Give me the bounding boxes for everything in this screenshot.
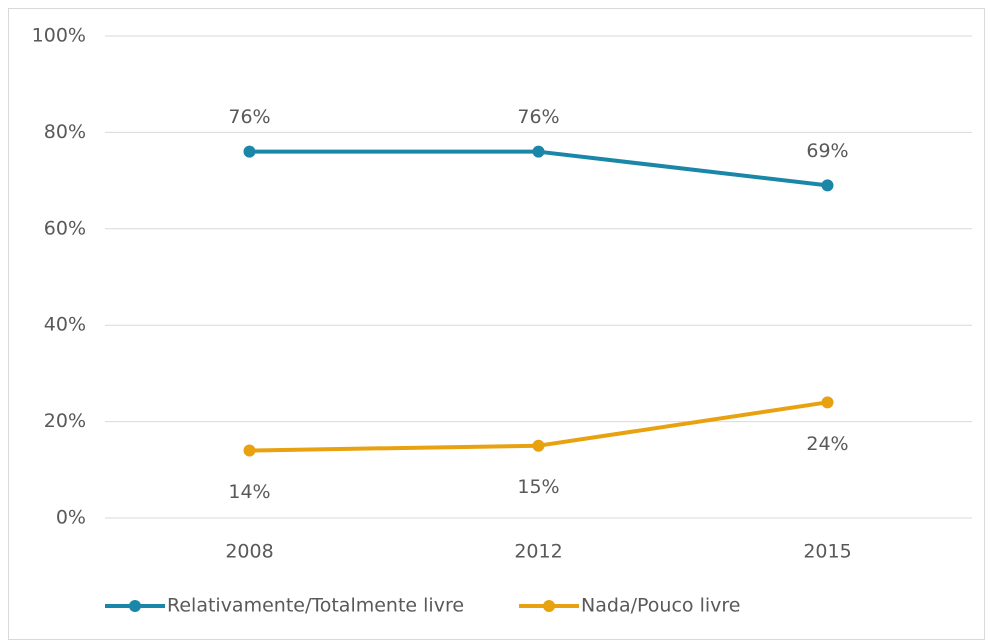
y-tick-label: 20%	[44, 410, 86, 432]
data-point	[243, 145, 256, 158]
data-point	[821, 396, 834, 409]
data-label: 76%	[228, 106, 270, 128]
y-tick-label: 60%	[44, 217, 86, 239]
data-label: 69%	[806, 140, 848, 162]
chart-frame	[8, 8, 985, 640]
data-label: 15%	[517, 476, 559, 498]
legend-label: Nada/Pouco livre	[581, 595, 740, 617]
y-tick-label: 100%	[32, 25, 86, 47]
legend-label: Relativamente/Totalmente livre	[167, 595, 464, 617]
data-point	[532, 145, 545, 158]
data-point	[821, 179, 834, 192]
legend-marker	[543, 600, 556, 612]
y-tick-label: 80%	[44, 121, 86, 143]
data-point	[243, 444, 256, 457]
y-tick-label: 0%	[56, 507, 86, 529]
data-label: 24%	[806, 433, 848, 455]
data-label: 14%	[228, 481, 270, 503]
data-point	[532, 439, 545, 452]
x-tick-label: 2012	[514, 541, 562, 563]
data-label: 76%	[517, 106, 559, 128]
legend-marker	[129, 600, 141, 612]
x-tick-label: 2008	[225, 541, 273, 563]
y-tick-label: 40%	[44, 314, 86, 336]
x-tick-label: 2015	[803, 541, 851, 563]
